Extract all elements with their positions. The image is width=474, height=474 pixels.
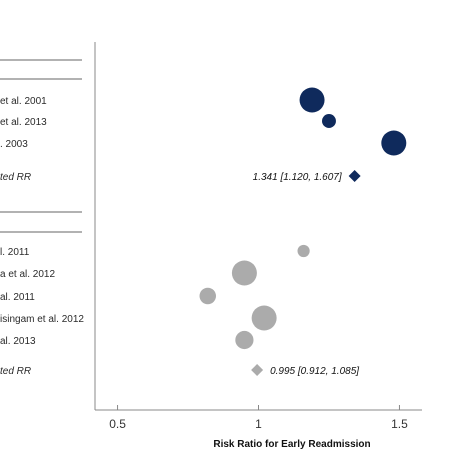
- study-effect-point: [321, 114, 336, 128]
- study-label: al. 2013: [0, 336, 36, 347]
- study-label: isingam et al. 2012: [0, 314, 84, 325]
- pooled-label: ted RR: [0, 172, 31, 183]
- x-tick-label: 1.5: [391, 417, 408, 431]
- pooled-ci-text: 0.995 [0.912, 1.085]: [270, 366, 359, 377]
- study-label: . 2003: [0, 139, 28, 150]
- pooled-estimate-diamond: [348, 170, 361, 182]
- x-tick-label: 1: [255, 417, 262, 431]
- study-effect-point: [297, 244, 310, 258]
- study-effect-point: [199, 287, 217, 305]
- pooled-label: ted RR: [0, 366, 31, 377]
- pooled-ci-text: 1.341 [1.120, 1.607]: [253, 172, 342, 183]
- study-label: al. 2011: [0, 292, 35, 303]
- x-tick-label: 0.5: [109, 417, 126, 431]
- study-label: l. 2011: [0, 247, 30, 258]
- study-effect-point: [381, 130, 407, 156]
- pooled-estimate-diamond: [251, 364, 264, 376]
- study-label: a et al. 2012: [0, 269, 55, 280]
- study-effect-point: [231, 260, 257, 286]
- study-effect-point: [299, 87, 325, 113]
- study-label: et al. 2001: [0, 96, 47, 107]
- study-effect-point: [235, 330, 254, 350]
- study-effect-point: [251, 305, 277, 331]
- x-axis-label: Risk Ratio for Early Readmission: [213, 439, 370, 450]
- study-label: et al. 2013: [0, 117, 47, 128]
